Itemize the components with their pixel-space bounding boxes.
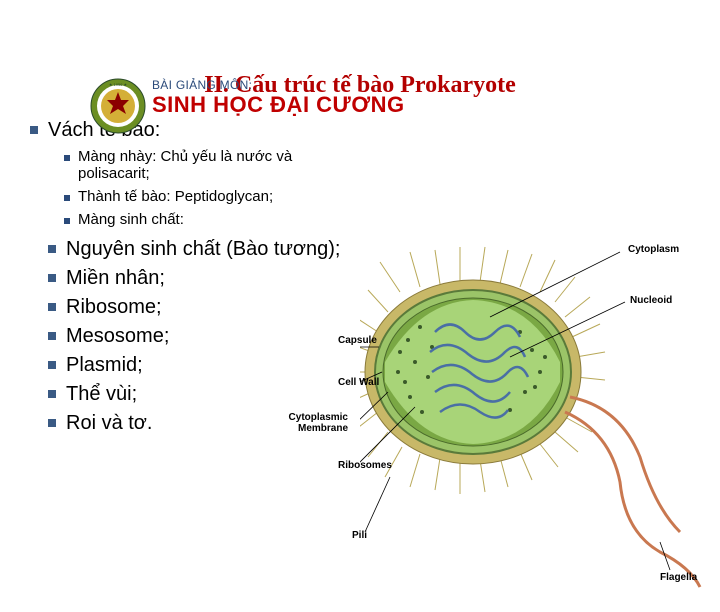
diagram-label-cellwall: Cell Wall: [338, 377, 348, 388]
bullet-icon: [64, 195, 70, 201]
item-text: Miền nhân;: [66, 267, 165, 290]
diagram-label-membrane: Cytoplasmic Membrane: [268, 412, 348, 434]
main-list: Nguyên sinh chất (Bào tương); Miền nhân;…: [48, 238, 360, 435]
bullet-icon: [48, 245, 56, 253]
list-item: Màng sinh chất:: [64, 211, 360, 228]
item-text: Roi và tơ.: [66, 412, 152, 435]
bullet-icon: [64, 218, 70, 224]
content-list: Vách tế bào: Màng nhày: Chủ yếu là nước …: [0, 119, 360, 435]
item-text: Mesosome;: [66, 325, 169, 348]
sub-item-text: Màng nhày: Chủ yếu là nước và polisacari…: [78, 148, 360, 182]
bullet-icon: [48, 303, 56, 311]
diagram-label-pili: Pili: [352, 530, 367, 541]
diagram-label-capsule: Capsule: [338, 335, 348, 346]
list-item: Vách tế bào:: [30, 119, 360, 142]
sub-item-text: Thành tế bào: Peptidoglycan;: [78, 188, 273, 205]
item-text: Nguyên sinh chất (Bào tương);: [66, 238, 340, 261]
bullet-icon: [48, 419, 56, 427]
list-item: Màng nhày: Chủ yếu là nước và polisacari…: [64, 148, 360, 182]
bullet-icon: [48, 390, 56, 398]
university-logo: ★ 1956 ★: [90, 78, 146, 134]
prokaryote-diagram: Cytoplasm Nucleoid Capsule Cell Wall Cyt…: [360, 232, 710, 592]
diagram-label-nucleoid: Nucleoid: [630, 295, 672, 306]
list-item: Miền nhân;: [48, 267, 360, 290]
list-item: Plasmid;: [48, 354, 360, 377]
header: BÀI GIẢNG MÔN: SINH HỌC ĐẠI CƯƠNG: [152, 78, 405, 118]
header-course: SINH HỌC ĐẠI CƯƠNG: [152, 92, 405, 118]
list-item: Thành tế bào: Peptidoglycan;: [64, 188, 360, 205]
header-label: BÀI GIẢNG MÔN:: [152, 78, 405, 92]
list-item: Ribosome;: [48, 296, 360, 319]
diagram-label-cytoplasm: Cytoplasm: [628, 244, 679, 255]
bullet-icon: [30, 126, 38, 134]
list-item: Nguyên sinh chất (Bào tương);: [48, 238, 360, 261]
bullet-icon: [48, 361, 56, 369]
bullet-icon: [64, 155, 70, 161]
bullet-icon: [48, 274, 56, 282]
diagram-label-flagella: Flagella: [660, 572, 697, 583]
item-text: Ribosome;: [66, 296, 162, 319]
diagram-label-ribosomes: Ribosomes: [338, 460, 348, 471]
sub-list: Màng nhày: Chủ yếu là nước và polisacari…: [64, 148, 360, 228]
item-text: Thể vùi;: [66, 383, 137, 406]
list-item: Mesosome;: [48, 325, 360, 348]
list-item: Thể vùi;: [48, 383, 360, 406]
sub-item-text: Màng sinh chất:: [78, 211, 184, 228]
svg-text:★ 1956 ★: ★ 1956 ★: [109, 82, 128, 87]
bullet-icon: [48, 332, 56, 340]
item-text: Plasmid;: [66, 354, 143, 377]
